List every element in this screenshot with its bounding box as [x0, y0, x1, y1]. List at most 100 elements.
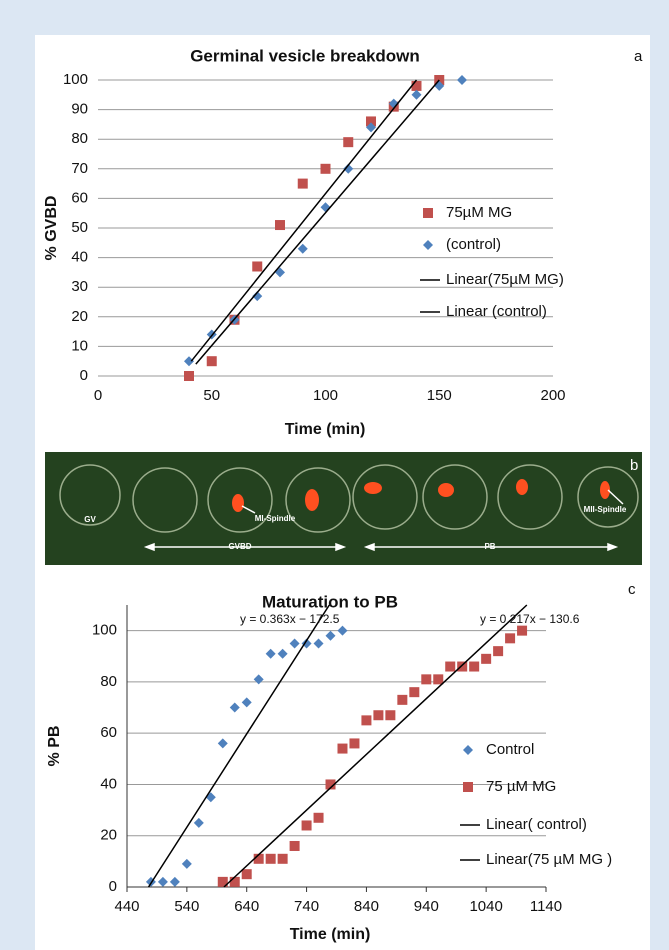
x-tick-label: 1040	[469, 898, 502, 915]
marker-diamond	[278, 649, 288, 659]
marker-square	[469, 662, 479, 672]
image-panel: GV MI-Spindle GVBD PB MII-Spindle	[45, 452, 642, 565]
marker-square	[230, 877, 240, 887]
y-tick-label: 40	[100, 775, 117, 792]
marker-square	[349, 738, 359, 748]
marker-diamond	[290, 638, 300, 648]
equation: y = 0.363x − 172.5	[240, 612, 340, 626]
marker-diamond	[194, 818, 204, 828]
x-tick-label: 940	[414, 898, 439, 915]
marker-square	[252, 261, 262, 271]
marker-square	[421, 674, 431, 684]
marker-square	[290, 841, 300, 851]
panel-label: a	[634, 48, 643, 65]
marker-diamond	[314, 638, 324, 648]
y-tick-label: 90	[71, 101, 88, 118]
chart-title: Maturation to PB	[262, 592, 398, 611]
marker-square	[412, 81, 422, 91]
y-tick-label: 60	[100, 724, 117, 741]
trend-line	[224, 605, 527, 887]
image-label: GVBD	[228, 542, 251, 551]
y-tick-label: 50	[71, 219, 88, 236]
marker-square	[517, 626, 527, 636]
x-tick-label: 50	[203, 387, 220, 404]
marker-square	[275, 220, 285, 230]
y-tick-label: 80	[71, 130, 88, 147]
marker-square	[314, 813, 324, 823]
marker-square	[266, 854, 276, 864]
marker-diamond	[423, 240, 433, 250]
marker-square	[397, 695, 407, 705]
marker-square	[302, 820, 312, 830]
marker-square	[242, 869, 252, 879]
x-axis-label: Time (min)	[285, 421, 366, 438]
figure: GV MI-Spindle GVBD PB MII-Spindle a b c …	[0, 0, 669, 950]
equation: y = 0.217x − 130.6	[480, 612, 580, 626]
panel-label: b	[630, 457, 638, 474]
y-tick-label: 20	[71, 308, 88, 325]
y-tick-label: 20	[100, 827, 117, 844]
marker-square	[337, 744, 347, 754]
marker-diamond	[218, 738, 228, 748]
marker-diamond	[463, 745, 473, 755]
legend-label: 75µM MG	[446, 204, 512, 221]
y-tick-label: 30	[71, 278, 88, 295]
trend-line	[196, 80, 439, 364]
marker-diamond	[206, 792, 216, 802]
marker-diamond	[412, 90, 422, 100]
legend-label: (control)	[446, 236, 501, 253]
marker-diamond	[158, 877, 168, 887]
image-label: GV	[84, 515, 96, 524]
marker-diamond	[184, 356, 194, 366]
x-tick-label: 1140	[530, 898, 562, 915]
marker-square	[385, 710, 395, 720]
trend-line	[149, 605, 330, 887]
marker-diamond	[242, 697, 252, 707]
x-tick-label: 200	[540, 387, 565, 404]
marker-square	[493, 646, 503, 656]
image-label: MII-Spindle	[584, 505, 627, 514]
x-tick-label: 840	[354, 898, 379, 915]
legend-label: Control	[486, 741, 534, 758]
marker-square	[343, 137, 353, 147]
marker-square	[481, 654, 491, 664]
marker-square	[423, 208, 433, 218]
legend-label: Linear( control)	[486, 816, 587, 833]
panel-label: c	[628, 581, 636, 598]
y-tick-label: 80	[100, 673, 117, 690]
y-axis-label: % PB	[46, 726, 63, 767]
marker-square	[433, 674, 443, 684]
marker-diamond	[254, 674, 264, 684]
marker-square	[373, 710, 383, 720]
y-tick-label: 70	[71, 160, 88, 177]
marker-diamond	[337, 626, 347, 636]
x-tick-label: 440	[114, 898, 139, 915]
x-tick-label: 150	[427, 387, 452, 404]
legend-label: Linear(75 µM MG )	[486, 851, 612, 868]
y-axis-label: % GVBD	[43, 196, 60, 261]
y-tick-label: 100	[63, 71, 88, 88]
marker-diamond	[170, 877, 180, 887]
marker-diamond	[266, 649, 276, 659]
legend-label: Linear (control)	[446, 303, 547, 320]
x-axis-label: Time (min)	[290, 926, 371, 943]
marker-square	[505, 633, 515, 643]
marker-square	[278, 854, 288, 864]
y-tick-label: 100	[92, 622, 117, 639]
marker-square	[409, 687, 419, 697]
marker-square	[184, 371, 194, 381]
marker-square	[445, 662, 455, 672]
y-tick-label: 0	[109, 878, 117, 895]
marker-diamond	[326, 631, 336, 641]
image-label: PB	[484, 542, 495, 551]
marker-square	[463, 782, 473, 792]
marker-square	[361, 715, 371, 725]
legend-label: 75 µM MG	[486, 778, 556, 795]
x-tick-label: 640	[234, 898, 259, 915]
y-tick-label: 40	[71, 249, 88, 266]
y-tick-label: 60	[71, 189, 88, 206]
chart-title: Germinal vesicle breakdown	[190, 46, 420, 65]
x-tick-label: 540	[174, 898, 199, 915]
marker-diamond	[321, 202, 331, 212]
marker-diamond	[230, 703, 240, 713]
